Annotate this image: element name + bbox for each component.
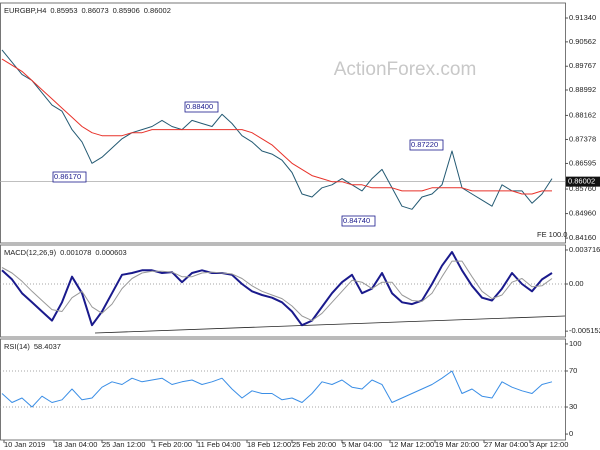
panel-header: MACD(12,26,9) 0.001078 0.000603 bbox=[4, 248, 127, 257]
header-part: 0.000603 bbox=[95, 248, 126, 257]
header-part: 0.001078 bbox=[60, 248, 91, 257]
series-line bbox=[1, 58, 552, 195]
annotation: 0.86170 bbox=[54, 172, 81, 181]
annotation: 0.87220 bbox=[411, 140, 438, 149]
y-tick-label: 0.88162 bbox=[569, 110, 596, 119]
annotation-box bbox=[409, 139, 444, 151]
y-tick-label: 0.86595 bbox=[569, 158, 596, 167]
y-tick-label: 30 bbox=[569, 402, 577, 411]
y-tick-label: 0.89767 bbox=[569, 61, 596, 70]
annotation-box bbox=[341, 215, 376, 227]
annotation: 0.88400 bbox=[186, 102, 213, 111]
series-line bbox=[1, 370, 553, 408]
current-price-label: 0.86002 bbox=[568, 177, 595, 186]
panel-frame bbox=[0, 2, 566, 244]
y-tick-label: 0.84960 bbox=[569, 209, 596, 218]
y-tick-label: 0.88992 bbox=[569, 85, 596, 94]
watermark: ActionForex.com bbox=[334, 59, 477, 80]
header-part: EURGBP,H4 bbox=[4, 6, 46, 15]
x-tick-label: 1 Feb 20:00 bbox=[152, 440, 192, 449]
x-tick-label: 25 Jan 12:00 bbox=[102, 440, 145, 449]
x-tick-label: 3 Apr 12:00 bbox=[530, 440, 568, 449]
y-tick-label: 0.003716 bbox=[569, 245, 600, 254]
series-line bbox=[1, 49, 553, 210]
header-part: 58.4037 bbox=[34, 342, 61, 351]
panel-header: RSI(14) 58.4037 bbox=[4, 342, 61, 351]
series-line bbox=[1, 251, 553, 327]
y-tick-label: 0.90562 bbox=[569, 37, 596, 46]
x-tick-label: 11 Feb 04:00 bbox=[197, 440, 241, 449]
y-tick-label: 0.87378 bbox=[569, 134, 596, 143]
x-tick-label: 12 Mar 12:00 bbox=[390, 440, 434, 449]
y-tick-label: -0.005152 bbox=[569, 326, 600, 335]
header-part: 0.85953 bbox=[50, 6, 77, 15]
header-part: 0.86002 bbox=[144, 6, 171, 15]
y-tick-label: 70 bbox=[569, 366, 577, 375]
current-price-box bbox=[566, 176, 600, 187]
panel-frame bbox=[0, 338, 566, 441]
annotation-box bbox=[184, 101, 219, 113]
panel-frame bbox=[0, 244, 566, 338]
header-part: 0.86073 bbox=[82, 6, 109, 15]
x-tick-label: 18 Jan 04:00 bbox=[54, 440, 97, 449]
series-line bbox=[1, 260, 553, 322]
y-tick-label: 0.85760 bbox=[569, 184, 596, 193]
x-tick-label: 27 Mar 04:00 bbox=[484, 440, 528, 449]
header-part: RSI(14) bbox=[4, 342, 30, 351]
trend-line bbox=[94, 315, 566, 334]
header-part: MACD(12,26,9) bbox=[4, 248, 57, 257]
x-tick-label: 5 Mar 04:00 bbox=[342, 440, 382, 449]
annotation: 0.84740 bbox=[343, 216, 370, 225]
header-part: 0.85906 bbox=[113, 6, 140, 15]
x-tick-label: 25 Feb 20:00 bbox=[292, 440, 336, 449]
annotation-box bbox=[52, 171, 87, 183]
annotation: FE 100.0 bbox=[537, 230, 567, 239]
y-tick-label: 0.00 bbox=[569, 279, 584, 288]
y-tick-label: 0.84160 bbox=[569, 233, 596, 242]
panel-header: EURGBP,H4 0.85953 0.86073 0.85906 0.86002 bbox=[4, 6, 171, 15]
y-tick-label: 0 bbox=[569, 429, 573, 438]
x-tick-label: 18 Feb 12:00 bbox=[247, 440, 291, 449]
y-tick-label: 0.91340 bbox=[569, 13, 596, 22]
y-tick-label: 100 bbox=[569, 339, 582, 348]
x-tick-label: 10 Jan 2019 bbox=[4, 440, 45, 449]
x-tick-label: 19 Mar 20:00 bbox=[435, 440, 479, 449]
